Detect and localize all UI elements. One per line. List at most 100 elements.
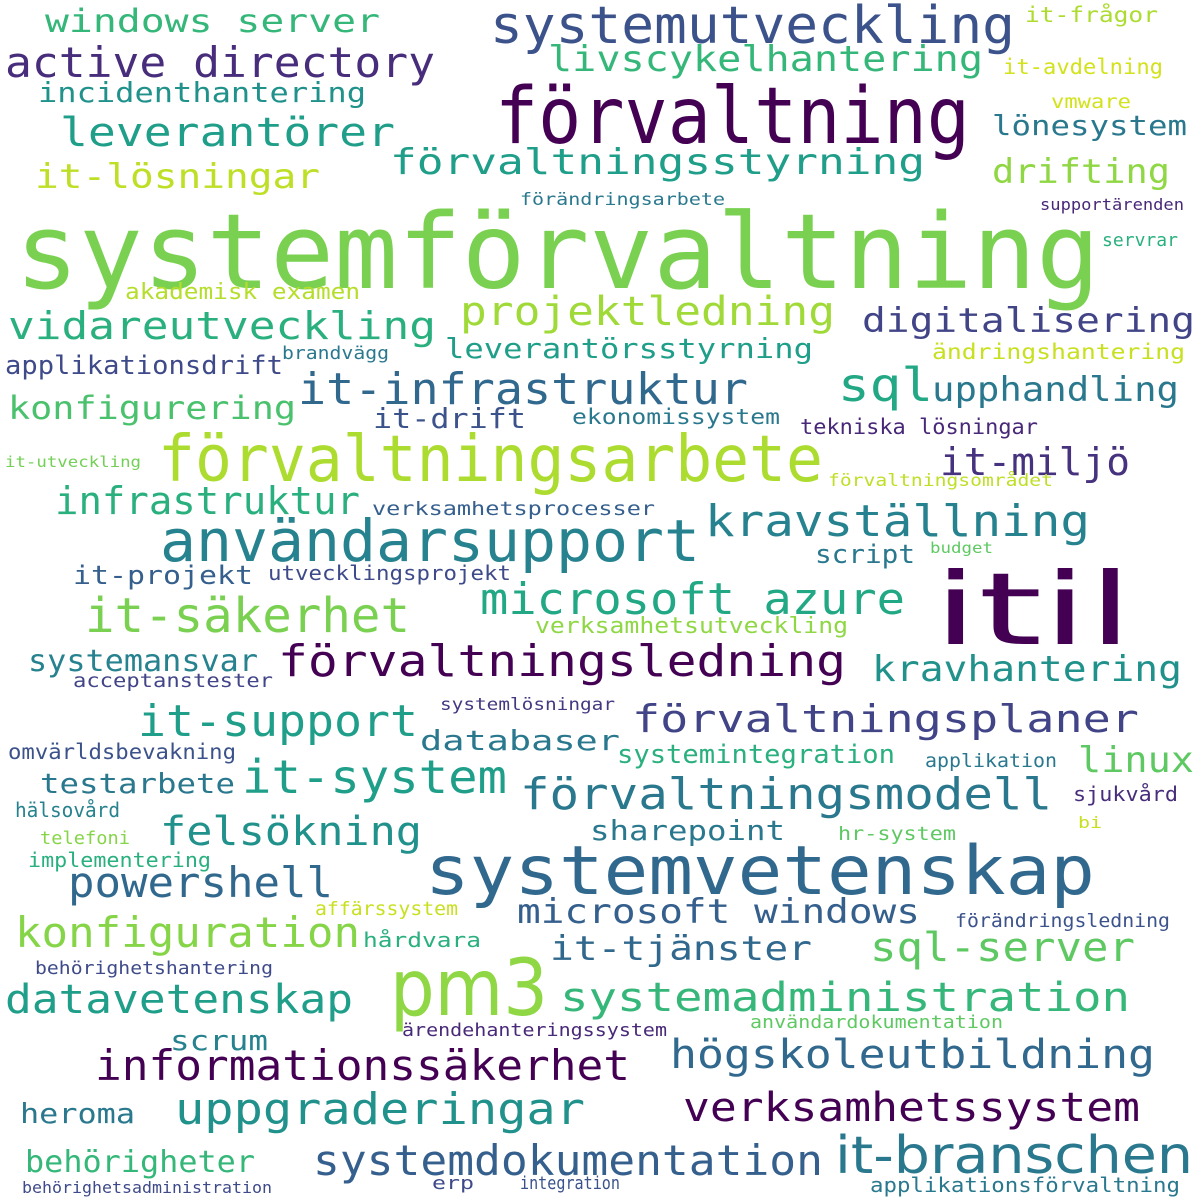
cloud-word: konfigurering <box>8 389 296 427</box>
cloud-word: budget <box>930 539 993 557</box>
cloud-word: hr-system <box>838 823 957 845</box>
cloud-word: projektledning <box>460 289 835 335</box>
cloud-word: applikationsförvaltning <box>870 1173 1180 1197</box>
cloud-word: sharepoint <box>590 814 785 847</box>
cloud-word: förändringsarbete <box>520 190 726 210</box>
cloud-word: utvecklingsprojekt <box>268 561 511 585</box>
cloud-word: förvaltningsledning <box>278 636 847 687</box>
cloud-word: omvärldsbevakning <box>8 740 237 764</box>
cloud-word: active directory <box>5 38 435 87</box>
cloud-word: förvaltning <box>495 72 970 162</box>
cloud-word: systemadministration <box>560 975 1131 1021</box>
cloud-word: it-infrastruktur <box>298 364 748 415</box>
cloud-word: implementering <box>28 848 212 872</box>
cloud-word: behörighetsadministration <box>22 1178 273 1197</box>
cloud-word: uppgraderingar <box>175 1084 586 1135</box>
cloud-word: scrum <box>170 1024 269 1057</box>
cloud-word: förvaltningsområdet <box>828 471 1054 491</box>
cloud-word: servrar <box>1102 230 1179 251</box>
cloud-word: vmware <box>1051 91 1132 113</box>
cloud-word: livscykelhantering <box>548 39 984 80</box>
cloud-word: it-miljö <box>940 440 1131 484</box>
cloud-word: itil <box>933 551 1133 668</box>
cloud-word: supportärenden <box>1040 195 1185 214</box>
cloud-word: ändringshantering <box>932 340 1186 364</box>
cloud-word: it-branschen <box>835 1126 1194 1186</box>
cloud-word: datavetenskap <box>5 977 353 1023</box>
cloud-word: it-lösningar <box>35 157 320 197</box>
cloud-word: kravställning <box>705 496 1091 547</box>
cloud-word: bi <box>1078 813 1102 832</box>
cloud-word: verksamhetsutveckling <box>535 614 849 639</box>
cloud-word: konfiguration <box>15 908 361 957</box>
cloud-word: it-avdelning <box>1003 55 1164 79</box>
cloud-word: högskoleutbildning <box>670 1032 1155 1078</box>
cloud-word: tekniska lösningar <box>800 415 1039 439</box>
cloud-word: användardokumentation <box>750 1012 1003 1033</box>
cloud-word: digitalisering <box>862 301 1196 341</box>
cloud-word: microsoft windows <box>517 892 920 932</box>
cloud-word: it-drift <box>373 402 526 435</box>
cloud-word: förvaltningsstyrning <box>390 142 926 183</box>
cloud-word: informationssäkerhet <box>95 1041 631 1090</box>
cloud-word: leverantörer <box>60 110 395 156</box>
cloud-word: upphandling <box>932 370 1179 410</box>
cloud-word: felsökning <box>160 809 422 855</box>
cloud-word: linux <box>1078 740 1195 781</box>
cloud-word: incidenthantering <box>38 76 366 109</box>
cloud-word: behörighetshantering <box>35 958 273 979</box>
cloud-word: lönesystem <box>992 109 1187 142</box>
cloud-word: kravhantering <box>872 649 1182 690</box>
cloud-word: förvaltningsmodell <box>520 769 1052 820</box>
cloud-word: sql <box>838 358 934 412</box>
cloud-word: förvaltningsplaner <box>632 697 1139 741</box>
cloud-word: hårdvara <box>363 928 482 952</box>
cloud-word: testarbete <box>40 767 235 800</box>
cloud-word: script <box>815 540 915 570</box>
cloud-word: it-säkerhet <box>85 588 411 644</box>
cloud-word: hälsovård <box>15 798 121 822</box>
cloud-word: heroma <box>20 1097 136 1130</box>
cloud-word: sql-server <box>870 925 1136 971</box>
cloud-word: it-support <box>138 696 419 747</box>
cloud-word: it-projekt <box>73 561 253 591</box>
cloud-word: användarsupport <box>160 507 700 575</box>
cloud-word: it-system <box>242 750 508 804</box>
cloud-word: förändringsledning <box>955 910 1171 932</box>
cloud-word: drifting <box>992 152 1170 192</box>
cloud-word: ärendehanteringssystem <box>402 1020 668 1041</box>
cloud-word: infrastruktur <box>55 479 361 523</box>
cloud-word: systemförvaltning <box>15 191 1100 313</box>
cloud-word: leverantörsstyrning <box>445 332 813 365</box>
cloud-word: applikation <box>925 750 1057 772</box>
cloud-word: verksamhetssystem <box>683 1085 1141 1131</box>
cloud-word: applikationsdrift <box>5 351 284 381</box>
cloud-word: systemansvar <box>28 644 258 679</box>
cloud-word: microsoft azure <box>480 574 906 625</box>
cloud-word: systemvetenskap <box>425 832 1095 911</box>
cloud-word: acceptanstester <box>73 670 273 692</box>
cloud-word: behörigheter <box>25 1145 255 1180</box>
cloud-word: systemutveckling <box>490 0 1015 56</box>
cloud-word: it-frågor <box>1025 3 1158 27</box>
cloud-word: databaser <box>420 724 620 757</box>
cloud-word: vidareutveckling <box>8 304 436 348</box>
cloud-word: systemdokumentation <box>313 1136 823 1185</box>
cloud-word: ekonomissystem <box>572 405 780 429</box>
cloud-word: windows server <box>45 2 380 40</box>
cloud-word: verksamhetsprocesser <box>372 498 656 520</box>
cloud-word: systemintegration <box>617 740 896 770</box>
cloud-word: powershell <box>68 858 333 907</box>
cloud-word: systemlösningar <box>440 695 615 715</box>
cloud-word: brandvägg <box>282 343 389 364</box>
cloud-word: it-tjänster <box>550 929 813 969</box>
cloud-word: akademisk examen <box>125 280 361 305</box>
cloud-word: erp <box>432 1173 475 1194</box>
cloud-word: förvaltningsarbete <box>158 423 823 497</box>
cloud-word: sjukvård <box>1073 782 1178 806</box>
cloud-word: affärssystem <box>315 898 459 920</box>
cloud-word: it-utveckling <box>5 453 142 471</box>
cloud-word: integration <box>520 1173 621 1194</box>
cloud-word: telefoni <box>40 828 130 849</box>
